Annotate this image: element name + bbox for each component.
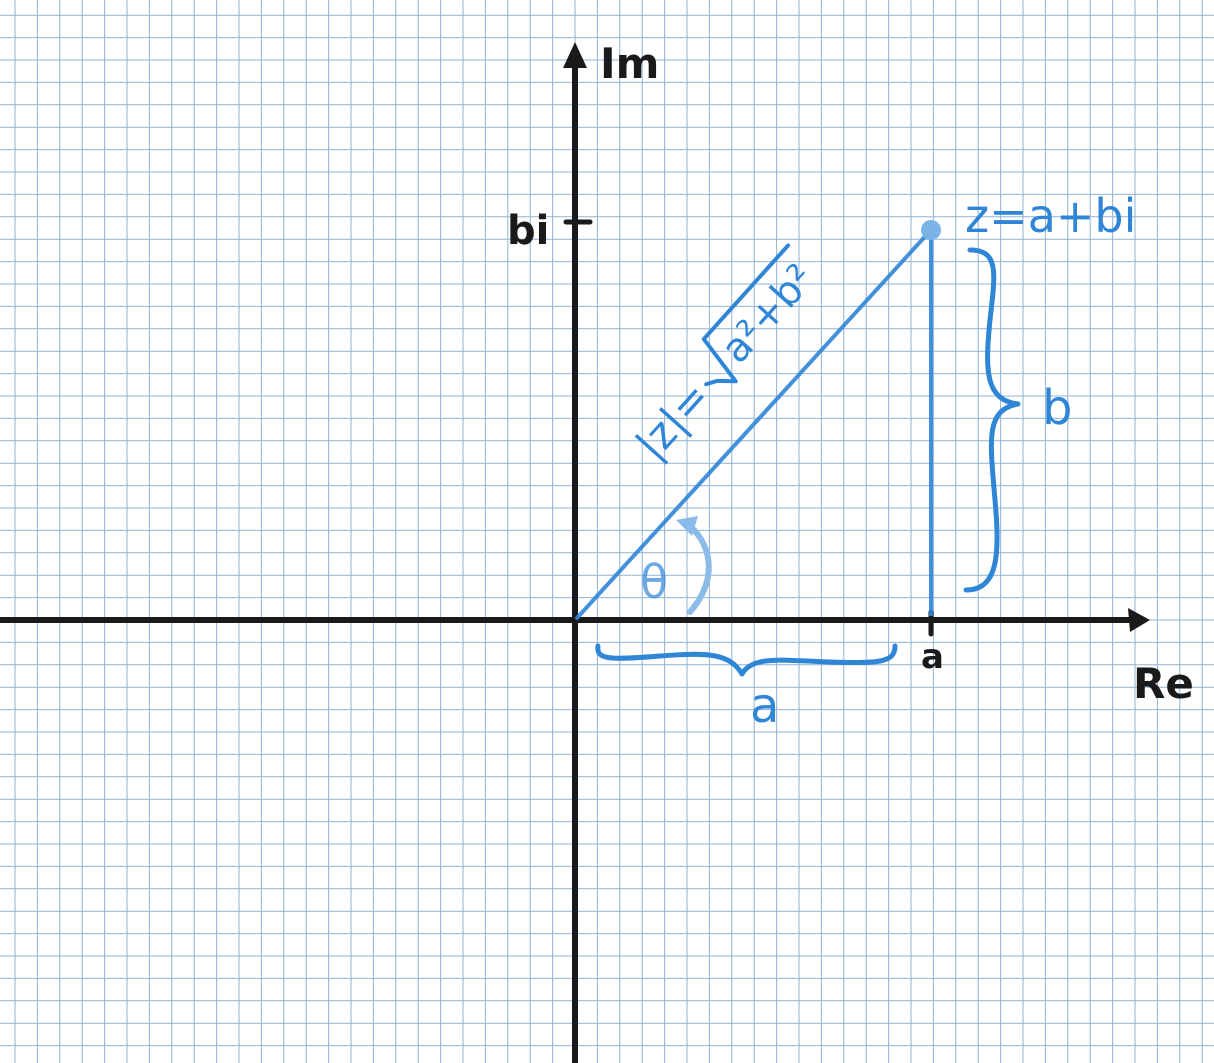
angle-arc-arrowhead: [676, 516, 698, 536]
imaginary-axis-arrowhead: [563, 42, 587, 68]
real-axis-label: Re: [1133, 659, 1194, 708]
modulus-lhs: |z|=: [626, 372, 720, 468]
point-z-dot: [921, 220, 941, 240]
axes: [0, 42, 1150, 1063]
imaginary-axis-label: Im: [600, 39, 659, 88]
vector-construction: [575, 220, 941, 620]
vertical-brace-label: b: [1042, 380, 1072, 436]
modulus-label: |z|= a²+b²: [626, 243, 824, 469]
tick-label-a: a: [921, 637, 944, 677]
angle-arc-arrow: [687, 523, 712, 615]
horizontal-brace: [595, 643, 898, 677]
real-axis-arrowhead: [1128, 608, 1150, 632]
point-z-label: z=a+bi: [965, 189, 1136, 243]
modulus-radicand: a²+b²: [712, 256, 823, 373]
tick-label-bi: bi: [507, 208, 549, 254]
modulus-vector-line: [575, 228, 933, 620]
angle-theta-label: θ: [640, 555, 668, 609]
vertical-brace: [963, 247, 1021, 593]
square-root-sign-icon: [701, 243, 791, 387]
horizontal-brace-label: a: [750, 678, 779, 734]
